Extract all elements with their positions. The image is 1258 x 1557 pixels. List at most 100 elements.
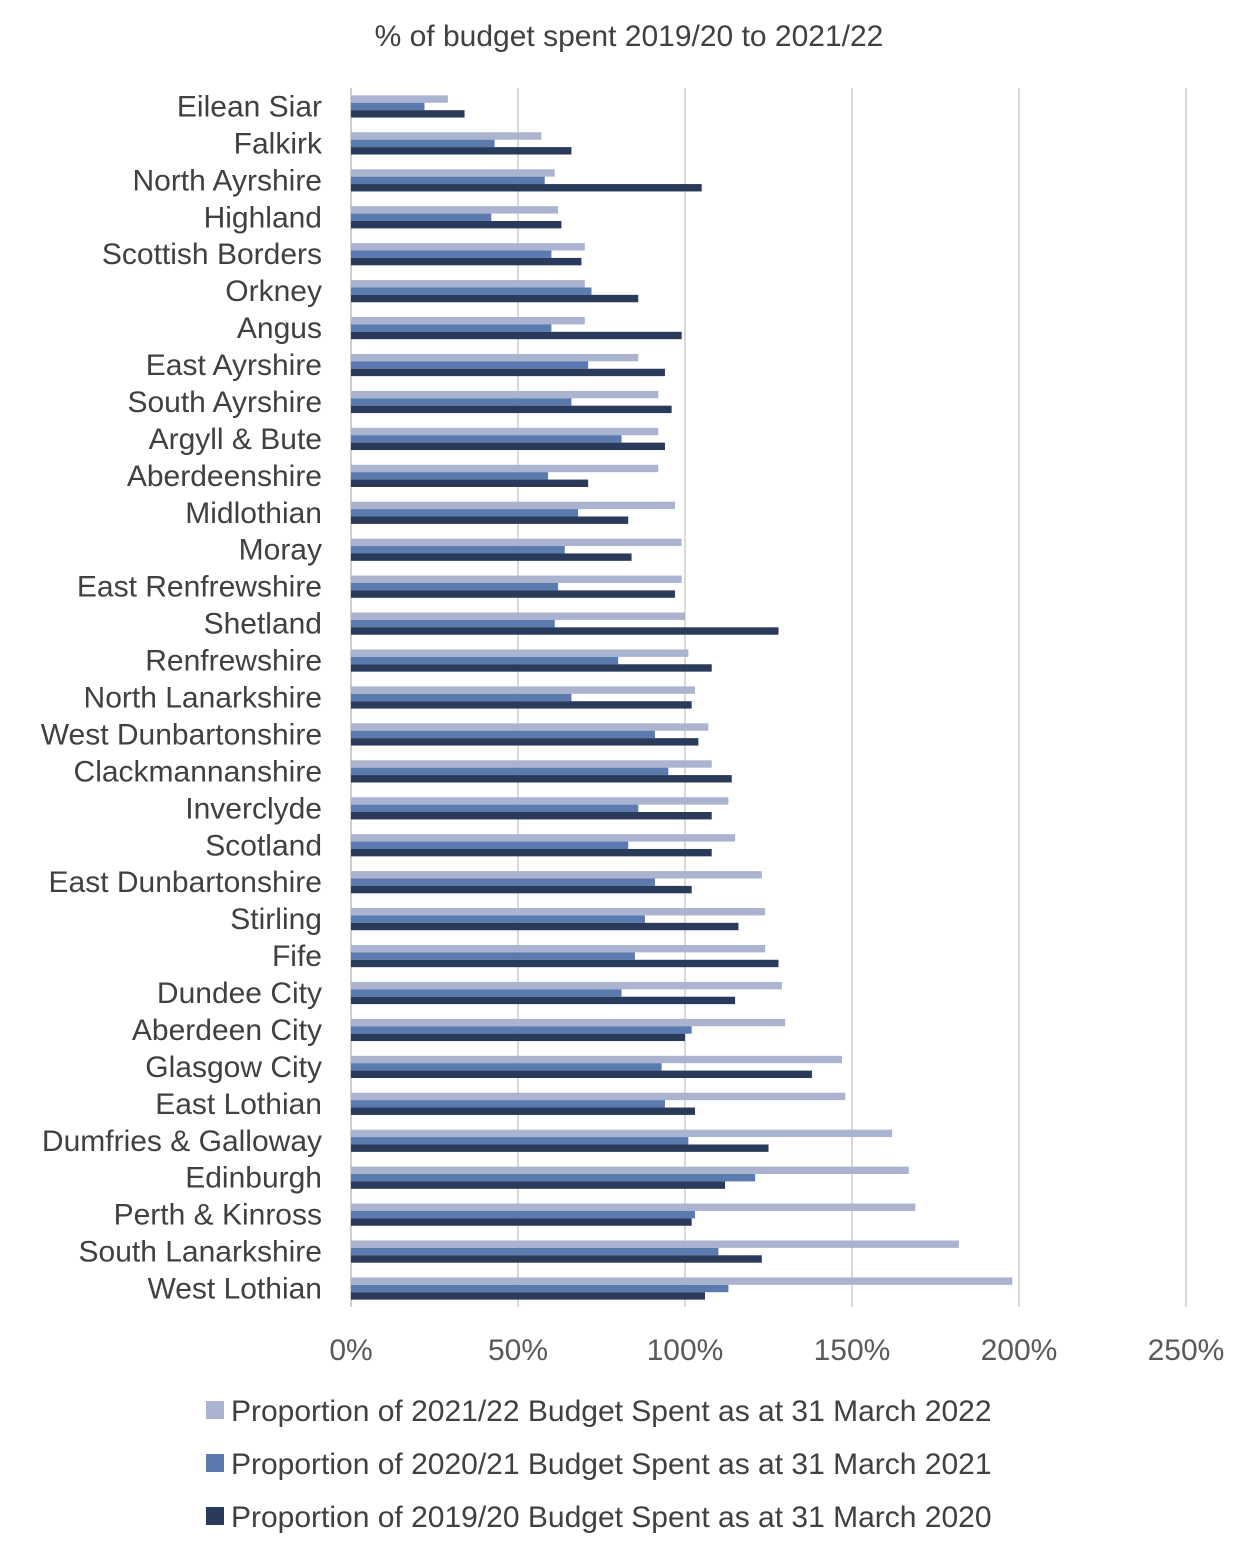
category-label: Falkirk bbox=[234, 127, 323, 160]
bar bbox=[351, 132, 542, 140]
bar bbox=[351, 996, 736, 1005]
bar bbox=[351, 206, 559, 214]
legend-label: Proportion of 2019/20 Budget Spent as at… bbox=[231, 1501, 992, 1534]
bar bbox=[351, 848, 712, 857]
bar bbox=[351, 516, 629, 524]
category-label: Edinburgh bbox=[185, 1162, 322, 1195]
bar bbox=[351, 361, 589, 369]
bar bbox=[351, 701, 692, 709]
bar bbox=[351, 922, 739, 931]
bar bbox=[351, 317, 585, 325]
category-label: Angus bbox=[237, 312, 322, 345]
bar bbox=[351, 353, 639, 362]
bar bbox=[351, 176, 545, 185]
bar bbox=[351, 1166, 909, 1175]
bar bbox=[351, 398, 572, 406]
bar bbox=[351, 1033, 685, 1042]
bar bbox=[351, 627, 779, 635]
bar bbox=[351, 952, 635, 960]
bar bbox=[351, 1092, 846, 1101]
bar bbox=[351, 1284, 729, 1293]
category-label: Perth & Kinross bbox=[114, 1199, 322, 1232]
bar bbox=[351, 1203, 916, 1211]
bar bbox=[351, 582, 559, 591]
category-label: Scotland bbox=[205, 829, 322, 862]
bar bbox=[351, 775, 732, 783]
category-label: North Ayrshire bbox=[132, 164, 322, 197]
bar bbox=[351, 878, 655, 886]
bar bbox=[351, 834, 736, 842]
bar bbox=[351, 1144, 769, 1152]
bar bbox=[351, 767, 669, 776]
x-tick-label: 100% bbox=[647, 1334, 724, 1367]
bar bbox=[351, 169, 555, 177]
category-label: Argyll & Bute bbox=[149, 423, 322, 456]
bar bbox=[351, 841, 629, 849]
category-label: Orkney bbox=[225, 275, 322, 308]
bar bbox=[351, 812, 712, 820]
legend-swatch bbox=[206, 1401, 224, 1419]
bar bbox=[351, 1026, 692, 1034]
bar bbox=[351, 287, 592, 295]
bar bbox=[351, 331, 682, 340]
category-label: Clackmannanshire bbox=[74, 755, 322, 788]
category-label: East Lothian bbox=[155, 1088, 322, 1121]
category-label: East Dunbartonshire bbox=[49, 866, 323, 899]
bar bbox=[351, 243, 585, 251]
bar bbox=[351, 427, 659, 436]
category-label: Dumfries & Galloway bbox=[42, 1125, 322, 1158]
bar bbox=[351, 1240, 959, 1248]
bar bbox=[351, 1129, 893, 1138]
category-label: East Renfrewshire bbox=[77, 571, 322, 604]
category-label: Renfrewshire bbox=[145, 645, 322, 678]
bar bbox=[351, 538, 682, 547]
bar bbox=[351, 479, 589, 487]
category-label: West Dunbartonshire bbox=[41, 718, 322, 751]
bar bbox=[351, 553, 632, 561]
x-tick-label: 150% bbox=[814, 1334, 891, 1367]
bar bbox=[351, 464, 659, 473]
bar bbox=[351, 1174, 756, 1182]
bar bbox=[351, 509, 579, 517]
x-tick-label: 250% bbox=[1148, 1334, 1225, 1367]
bars bbox=[351, 95, 1013, 1300]
bar bbox=[351, 885, 692, 894]
category-labels: Eilean Siar Falkirk North Ayrshire Highland… bbox=[41, 90, 323, 1305]
bar bbox=[351, 1055, 842, 1064]
category-label: Eilean Siar bbox=[177, 90, 322, 123]
bar bbox=[351, 738, 699, 746]
bar bbox=[351, 686, 696, 694]
x-tick-label: 0% bbox=[329, 1334, 372, 1367]
x-tick-label: 50% bbox=[488, 1334, 548, 1367]
category-label: Highland bbox=[204, 201, 322, 234]
category-label: Midlothian bbox=[185, 497, 322, 530]
bar bbox=[351, 95, 448, 103]
bar bbox=[351, 981, 782, 990]
legend-label: Proportion of 2020/21 Budget Spent as at… bbox=[231, 1448, 992, 1481]
bar bbox=[351, 546, 565, 554]
bar bbox=[351, 1107, 696, 1115]
x-tick-label: 200% bbox=[981, 1334, 1058, 1367]
category-label: Fife bbox=[272, 940, 322, 973]
bar bbox=[351, 1137, 689, 1145]
bar bbox=[351, 110, 465, 118]
bar bbox=[351, 915, 645, 923]
bar bbox=[351, 257, 582, 266]
bar bbox=[351, 184, 702, 192]
bar bbox=[351, 871, 762, 879]
bar bbox=[351, 1100, 665, 1108]
bar bbox=[351, 693, 572, 702]
bar bbox=[351, 102, 425, 111]
category-label: Scottish Borders bbox=[102, 238, 322, 271]
category-label: South Lanarkshire bbox=[79, 1236, 323, 1269]
bar bbox=[351, 1277, 1013, 1285]
bar bbox=[351, 472, 549, 480]
chart-title: % of budget spent 2019/20 to 2021/22 bbox=[375, 20, 884, 53]
legend-swatch bbox=[206, 1454, 224, 1472]
bar bbox=[351, 442, 665, 451]
bar bbox=[351, 501, 675, 510]
bar bbox=[351, 723, 709, 731]
bar bbox=[351, 1247, 719, 1256]
legend-label: Proportion of 2021/22 Budget Spent as at… bbox=[231, 1395, 992, 1428]
